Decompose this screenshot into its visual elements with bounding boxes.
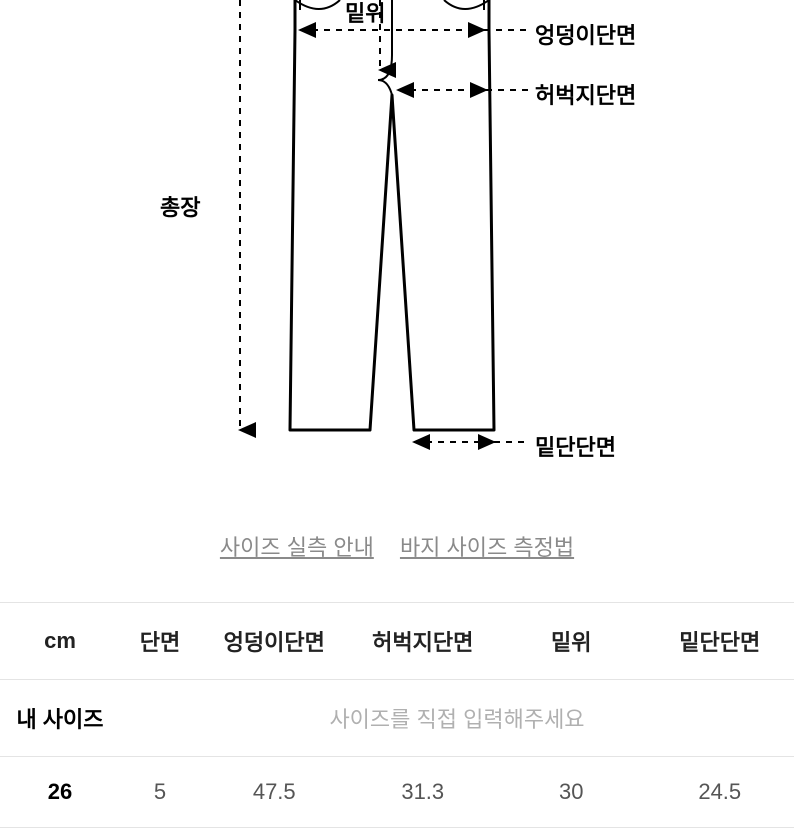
size-val-0: 5 <box>120 757 200 828</box>
mysize-label: 내 사이즈 <box>0 680 120 757</box>
label-hem: 밑단단면 <box>535 430 616 462</box>
pants-measurement-diagram: 밑위 엉덩이단면 허벅지단면 총장 밑단단면 <box>0 0 794 500</box>
link-measure-guide[interactable]: 사이즈 실측 안내 <box>220 535 374 560</box>
guide-links: 사이즈 실측 안내 바지 사이즈 측정법 <box>0 530 794 562</box>
header-col-0: 단면 <box>120 603 200 680</box>
size-val-4: 24.5 <box>646 757 794 828</box>
size-table: cm 단면 엉덩이단면 허벅지단면 밑위 밑단단면 내 사이즈 사이즈를 직접 … <box>0 602 794 828</box>
header-col-2: 허벅지단면 <box>349 603 498 680</box>
table-header-row: cm 단면 엉덩이단면 허벅지단면 밑위 밑단단면 <box>0 603 794 680</box>
mysize-placeholder[interactable]: 사이즈를 직접 입력해주세요 <box>120 680 794 757</box>
size-val-1: 47.5 <box>200 757 349 828</box>
size-val-2: 31.3 <box>349 757 498 828</box>
label-hip: 엉덩이단면 <box>535 18 636 50</box>
size-label: 26 <box>0 757 120 828</box>
table-row-mysize: 내 사이즈 사이즈를 직접 입력해주세요 <box>0 680 794 757</box>
header-col-3: 밑위 <box>497 603 646 680</box>
link-pants-guide[interactable]: 바지 사이즈 측정법 <box>400 535 574 560</box>
header-col-4: 밑단단면 <box>646 603 794 680</box>
size-val-3: 30 <box>497 757 646 828</box>
label-rise: 밑위 <box>345 0 385 28</box>
table-row: 26 5 47.5 31.3 30 24.5 <box>0 757 794 828</box>
header-col-1: 엉덩이단면 <box>200 603 349 680</box>
header-unit: cm <box>0 603 120 680</box>
label-thigh: 허벅지단면 <box>535 78 636 110</box>
label-total-length: 총장 <box>160 190 200 222</box>
